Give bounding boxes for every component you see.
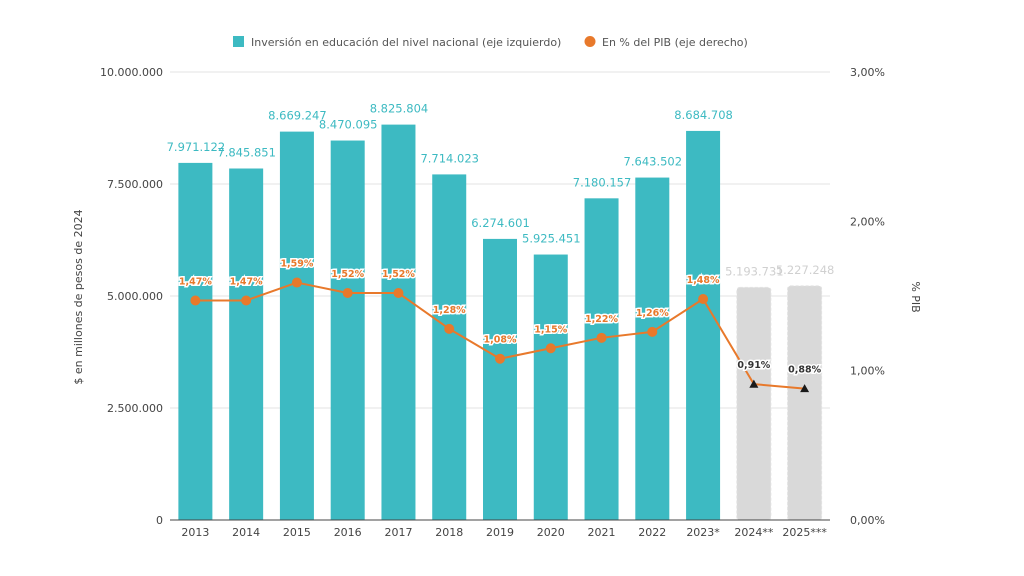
line-value-label: 1,08% — [484, 335, 517, 346]
x-tick-label: 2017 — [384, 526, 412, 539]
x-tick-label: 2013 — [181, 526, 209, 539]
bar — [381, 124, 416, 521]
x-tick-label: 2023* — [686, 526, 720, 539]
line-value-label: 1,47% — [179, 276, 212, 287]
bar — [736, 286, 772, 521]
x-tick-label: 2025*** — [782, 526, 827, 539]
y-tick-label: 10.000.000 — [100, 66, 163, 79]
bar — [584, 198, 619, 520]
y-tick-label: 5.000.000 — [107, 290, 163, 303]
line-value-label: 0,88% — [788, 365, 821, 376]
bar-value-label: 8.825.804 — [370, 102, 429, 116]
legend-line-label: En % del PIB (eje derecho) — [602, 36, 748, 49]
bar-value-label: 8.470.095 — [319, 118, 378, 132]
legend: Inversión en educación del nivel naciona… — [233, 36, 748, 49]
bar-value-label: 7.714.023 — [420, 151, 479, 165]
bar — [787, 285, 823, 521]
bar — [229, 168, 264, 521]
bar — [279, 131, 314, 520]
x-tick-label: 2016 — [334, 526, 362, 539]
axes: 0 2.500.000 5.000.000 7.500.000 10.000.000 0,… — [100, 66, 885, 539]
bar-value-label: 5.227.248 — [776, 263, 835, 277]
x-tick-label: 2022 — [638, 526, 666, 539]
x-tick-label: 2015 — [283, 526, 311, 539]
bar — [330, 140, 365, 521]
line-value-label: 1,59% — [280, 259, 313, 270]
line-marker — [800, 384, 810, 393]
bar-value-label: 7.971.122 — [167, 140, 226, 154]
bar-value-label: 8.684.708 — [674, 108, 733, 122]
bar — [635, 177, 670, 520]
y-tick-label: 0 — [156, 514, 163, 527]
bar — [432, 174, 467, 520]
line-value-label: 1,47% — [230, 276, 263, 287]
legend-line-swatch — [584, 36, 596, 47]
line-value-label: 0,91% — [737, 360, 770, 371]
line-value-label: 1,15% — [534, 324, 567, 335]
x-tick-label: 2014 — [232, 526, 260, 539]
y-axis-title: $ en millones de pesos de 2024 — [72, 209, 85, 384]
x-tick-label: 2024** — [734, 526, 773, 539]
x-tick-label: 2020 — [537, 526, 565, 539]
line-series — [190, 277, 810, 393]
line-value-label: 1,52% — [382, 269, 415, 280]
bar — [178, 162, 213, 520]
bar-value-label: 5.925.451 — [522, 232, 581, 246]
y2-tick-label: 0,00% — [850, 514, 885, 527]
line-value-label: 1,48% — [687, 275, 720, 286]
line-marker — [698, 293, 709, 304]
bar — [533, 254, 568, 520]
x-tick-label: 2019 — [486, 526, 514, 539]
y-tick-label: 2.500.000 — [107, 402, 163, 415]
line-marker — [444, 323, 455, 334]
y-tick-label: 7.500.000 — [107, 178, 163, 191]
line-marker — [393, 288, 404, 299]
line-marker — [647, 326, 658, 337]
legend-bar-swatch — [233, 36, 244, 47]
y2-tick-label: 2,00% — [850, 215, 885, 228]
line-value-label: 1,22% — [585, 314, 618, 325]
line-value-labels: 1,47% 1,47% 1,59% 1,52% 1,52% 1,28% 1,08% 1,15%… — [177, 257, 823, 377]
line-marker — [190, 295, 201, 306]
x-tick-label: 2018 — [435, 526, 463, 539]
bar-value-label: 5.193.731 — [725, 264, 784, 278]
bar-value-label: 8.669.247 — [268, 109, 327, 123]
line-value-label: 1,52% — [331, 269, 364, 280]
line-value-label: 1,26% — [636, 308, 669, 319]
line-marker — [241, 295, 252, 306]
bar-value-label: 7.180.157 — [573, 175, 632, 189]
y2-tick-label: 1,00% — [850, 365, 885, 378]
line-marker — [291, 277, 302, 288]
line-marker — [495, 353, 505, 364]
line-value-label: 1,28% — [433, 305, 466, 316]
line-marker — [342, 288, 353, 299]
y2-axis-title: % PIB — [909, 281, 922, 312]
line-marker — [545, 343, 556, 354]
bar-value-label: 7.845.851 — [217, 146, 276, 160]
legend-bar-label: Inversión en educación del nivel naciona… — [251, 36, 561, 49]
line-marker — [749, 379, 759, 388]
bar-value-label: 6.274.601 — [471, 216, 530, 230]
line-marker — [596, 332, 607, 343]
bar-value-label: 7.643.502 — [624, 155, 683, 169]
y2-tick-label: 3,00% — [850, 66, 885, 79]
bar — [483, 238, 517, 520]
x-tick-label: 2021 — [588, 526, 616, 539]
bar-series — [178, 124, 823, 521]
bar — [686, 130, 721, 520]
